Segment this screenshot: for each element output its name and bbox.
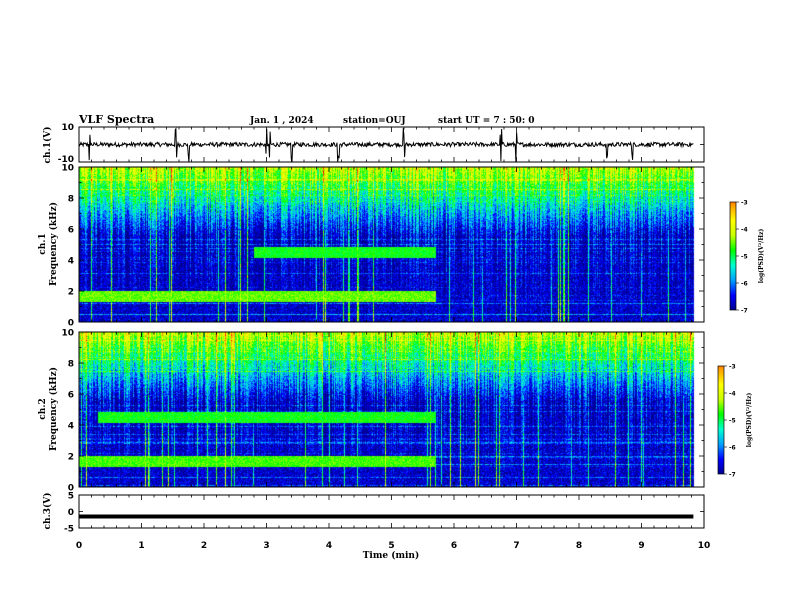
ch3-waveform-xticks [78,495,705,528]
ch1-waveform-line [78,127,694,163]
ch2-label: ch.2 [38,398,48,419]
y-tick-label: 8 [68,360,74,370]
x-tick-label: 9 [638,541,644,551]
colorbar-tick-label: -3 [741,200,748,207]
x-tick-label: 2 [201,541,207,551]
figure-title: VLF Spectra [78,113,154,126]
colorbar-tick-label: -5 [741,254,748,261]
y-tick-label: 10 [61,164,74,174]
ch2-colorbar-ticks: -3 -4 -5 -6 -7 [724,364,736,479]
ch1-frequency-label: Frequency (kHz) [48,202,59,286]
x-axis-tick-labels: 0 1 2 3 4 5 6 7 8 9 10 [76,541,710,551]
ch1-spectrogram-yticks: 0 2 4 6 8 10 [61,164,704,329]
ch1-label: ch.1 [38,233,48,254]
y-tick-label: 8 [68,195,74,205]
y-tick-label: 0 [68,508,74,518]
ch1-ytick-top: 10 [61,123,74,133]
ch3-waveform-yticks: 5 0 -5 [64,492,704,535]
x-tick-label: 8 [576,541,582,551]
ch3-waveform-frame [78,494,705,529]
x-tick-label: 6 [451,541,457,551]
ch1-spectrogram-xticks [78,167,705,322]
ch1-waveform-ticks [78,126,705,163]
ch3-waveform-panel: 5 0 -5 ch.3(V) [42,492,705,535]
colorbar-tick-label: -4 [729,391,736,398]
header-start-time: start UT = 7 : 50: 0 [438,116,535,126]
colorbar-tick-label: -4 [741,227,748,234]
ch1-colorbar-label: log(PSD)(V2/Hz) [757,229,766,284]
colorbar-tick-label: -5 [729,418,736,425]
header-date: Jan. 1 , 2024 [249,116,314,126]
x-tick-label: 0 [76,541,82,551]
x-tick-label: 7 [513,541,519,551]
colorbar-tick-label: -6 [729,445,736,452]
colorbar-tick-label: -7 [729,472,736,479]
y-tick-label: 0 [68,319,74,329]
x-tick-label: 5 [388,541,394,551]
ch2-spectrogram-plot [79,332,704,487]
ch1-waveform-panel: 10 -10 ch.1(V) [42,123,705,165]
ch2-spectrogram-panel: 0 2 4 6 8 10 ch.2 Frequency (kHz) [38,329,705,494]
colorbar-tick-label: -6 [741,281,748,288]
y-tick-label: 4 [68,257,74,267]
x-tick-label: 10 [698,541,711,551]
x-tick-label: 1 [138,541,144,551]
ch1-colorbar: -3 -4 -5 -6 -7 log(PSD)(V2/Hz) [729,200,766,315]
x-axis-label: Time (min) [363,550,420,561]
x-tick-label: 3 [263,541,269,551]
ch3-waveform-ylabel: ch.3(V) [42,493,53,530]
header-station: station=OUJ [343,116,406,126]
ch2-colorbar-label: log(PSD)(V2/Hz) [745,393,754,448]
y-tick-label: 6 [68,391,74,401]
ch2-spectrogram-yticks: 0 2 4 6 8 10 [61,329,704,494]
ch2-colorbar: -3 -4 -5 -6 -7 log(PSD)(V2/Hz) [717,364,754,479]
ch1-spectrogram-plot [79,167,704,322]
ch2-spectrogram-xticks [78,332,705,487]
ch1-spectrogram-panel: 0 2 4 6 8 10 ch.1 Frequency (kHz) [38,164,705,329]
y-tick-label: 10 [61,329,74,339]
y-tick-label: 5 [68,492,74,502]
ch2-colorbar-gradient [718,366,724,474]
y-tick-label: 2 [68,288,74,298]
x-tick-label: 4 [326,541,332,551]
y-tick-label: 4 [68,422,74,432]
y-tick-label: 6 [68,226,74,236]
colorbar-tick-label: -7 [741,308,748,315]
y-tick-label: 2 [68,453,74,463]
y-tick-label: -5 [64,525,74,535]
ch2-frequency-label: Frequency (kHz) [48,367,59,451]
ch1-colorbar-ticks: -3 -4 -5 -6 -7 [736,200,748,315]
ch1-ytick-bottom: -10 [58,155,74,165]
ch1-colorbar-gradient [730,202,736,310]
ch1-waveform-ylabel: ch.1(V) [42,127,53,164]
y-tick-label: 0 [68,484,74,494]
colorbar-tick-label: -3 [729,364,736,371]
